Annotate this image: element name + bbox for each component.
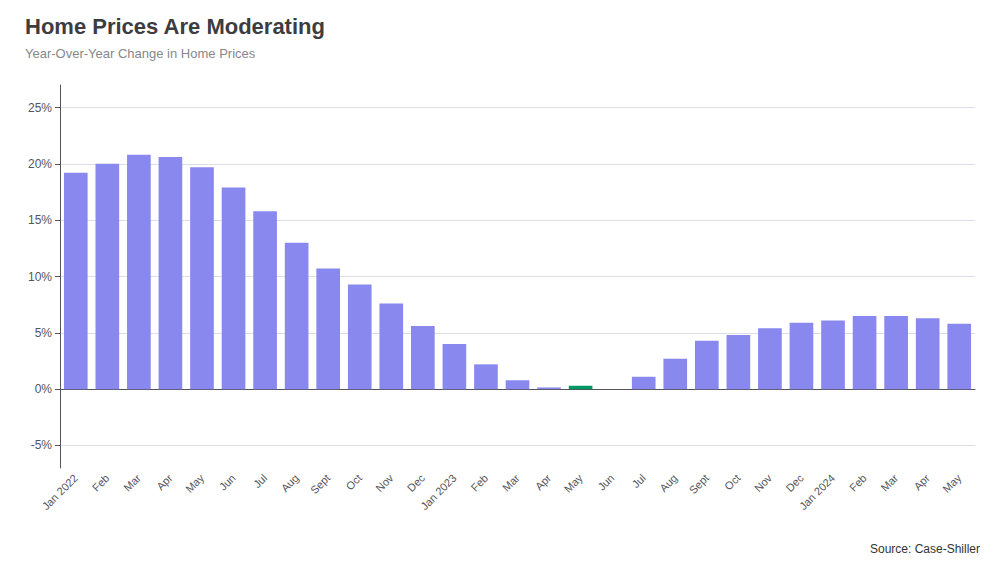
svg-text:Jun: Jun xyxy=(595,472,616,493)
svg-text:Apr: Apr xyxy=(533,472,554,493)
svg-text:Nov: Nov xyxy=(373,471,396,494)
svg-text:Mar: Mar xyxy=(121,472,143,494)
svg-text:Sept: Sept xyxy=(687,472,711,496)
svg-text:Dec: Dec xyxy=(783,471,806,494)
svg-text:Nov: Nov xyxy=(752,471,775,494)
svg-text:Oct: Oct xyxy=(343,472,364,493)
svg-text:Mar: Mar xyxy=(878,472,900,494)
svg-text:Feb: Feb xyxy=(847,472,869,494)
svg-text:Jun: Jun xyxy=(217,472,238,493)
svg-text:Jan 2023: Jan 2023 xyxy=(418,472,458,512)
svg-text:0%: 0% xyxy=(35,382,53,396)
svg-text:May: May xyxy=(562,471,586,495)
svg-text:25%: 25% xyxy=(28,101,52,115)
svg-text:Feb: Feb xyxy=(468,472,490,494)
svg-text:Home Prices Are Moderating: Home Prices Are Moderating xyxy=(25,14,325,39)
svg-text:Sept: Sept xyxy=(308,472,332,496)
svg-text:Source: Case-Shiller: Source: Case-Shiller xyxy=(870,542,980,556)
svg-text:Jan 2022: Jan 2022 xyxy=(40,472,80,512)
svg-text:20%: 20% xyxy=(28,157,52,171)
svg-text:May: May xyxy=(940,471,964,495)
svg-text:Apr: Apr xyxy=(154,472,175,493)
svg-text:-5%: -5% xyxy=(31,438,53,452)
svg-text:Jul: Jul xyxy=(630,472,648,490)
svg-text:10%: 10% xyxy=(28,270,52,284)
svg-text:Jan 2024: Jan 2024 xyxy=(797,472,837,512)
svg-text:Year-Over-Year Change in Home: Year-Over-Year Change in Home Prices xyxy=(25,46,256,61)
svg-text:Mar: Mar xyxy=(500,472,522,494)
svg-text:May: May xyxy=(183,471,207,495)
svg-text:Apr: Apr xyxy=(911,472,932,493)
svg-text:15%: 15% xyxy=(28,213,52,227)
svg-text:Aug: Aug xyxy=(279,472,301,494)
svg-text:Feb: Feb xyxy=(90,472,112,494)
svg-text:Jul: Jul xyxy=(251,472,269,490)
svg-text:Oct: Oct xyxy=(722,472,743,493)
svg-text:5%: 5% xyxy=(35,326,53,340)
svg-text:Aug: Aug xyxy=(657,472,679,494)
svg-text:Dec: Dec xyxy=(405,471,428,494)
